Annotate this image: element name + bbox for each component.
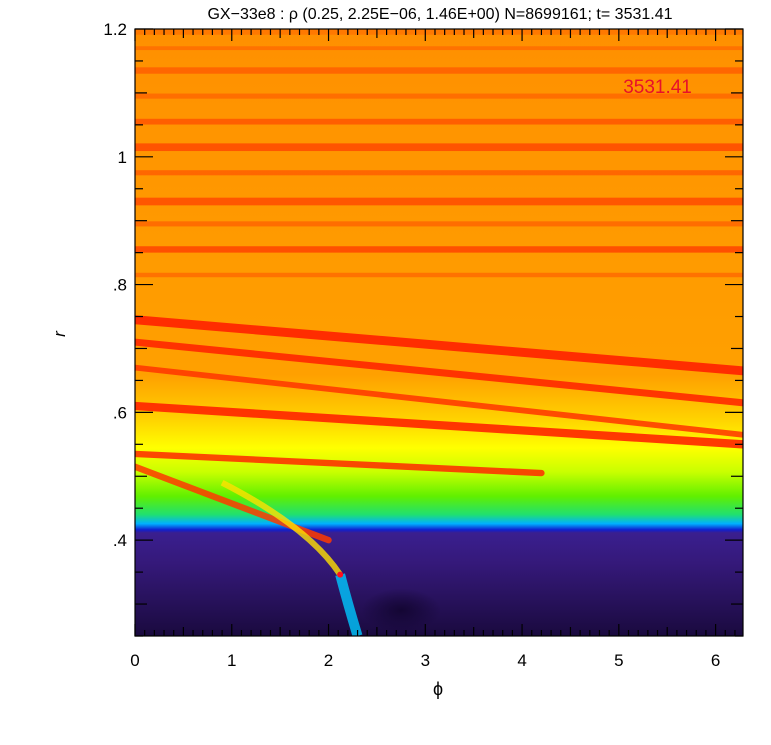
x-tick-labels: 0 1 2 3 4 5 6 — [130, 651, 720, 670]
spiral-arm — [135, 338, 743, 407]
density-band — [135, 246, 743, 253]
x-tick-label: 3 — [421, 651, 430, 670]
density-band — [135, 197, 743, 206]
density-band — [135, 67, 743, 74]
plot-area — [135, 29, 743, 636]
planet-wake-inner — [335, 573, 363, 636]
x-tick-label: 2 — [324, 651, 333, 670]
y-tick-label: .6 — [113, 403, 127, 422]
density-bands — [135, 29, 743, 636]
y-tick-label: .8 — [113, 276, 127, 295]
density-band — [135, 118, 743, 125]
y-tick-label: .4 — [113, 531, 127, 550]
y-axis-label: r — [50, 330, 69, 337]
chart-title: GX−33e8 : ρ (0.25, 2.25E−06, 1.46E+00) N… — [207, 6, 672, 23]
time-annotation: 3531.41 — [623, 77, 692, 98]
x-tick-label: 6 — [711, 651, 720, 670]
density-band — [135, 93, 743, 99]
density-band — [135, 143, 743, 152]
spiral-arm — [135, 364, 743, 438]
planet-marker — [337, 571, 344, 578]
y-tick-label: 1 — [118, 148, 127, 167]
vortex-region — [361, 588, 442, 633]
x-tick-label: 1 — [227, 651, 236, 670]
spiral-arm — [135, 450, 545, 477]
spiral-arm — [135, 315, 743, 376]
x-tick-label: 0 — [130, 651, 139, 670]
spiral-arm — [135, 401, 743, 449]
axis-ticks — [134, 28, 743, 637]
plot-frame — [134, 28, 744, 637]
density-band — [135, 170, 743, 176]
density-band — [135, 272, 743, 278]
density-band — [135, 46, 743, 51]
x-axis-label: ϕ — [433, 679, 443, 699]
y-tick-labels: .4 .6 .8 1 1.2 — [103, 20, 127, 550]
x-tick-label: 5 — [614, 651, 623, 670]
planet-wake — [220, 479, 343, 577]
density-band — [135, 29, 743, 35]
x-tick-label: 4 — [517, 651, 526, 670]
density-band — [135, 221, 743, 227]
y-tick-label: 1.2 — [103, 20, 127, 39]
